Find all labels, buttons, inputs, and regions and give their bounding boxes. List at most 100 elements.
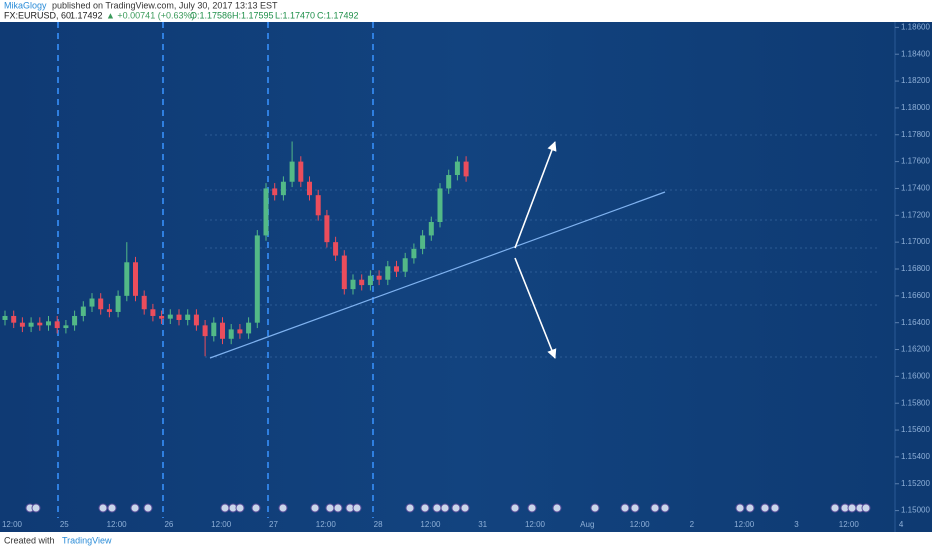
event-icon (325, 503, 335, 513)
ohlc-low: L:1.17470 (275, 10, 315, 20)
y-tick-label: 1.15400 (901, 452, 930, 461)
y-tick-label: 1.18000 (901, 103, 930, 112)
ohlc-open: O:1.17586 (190, 10, 232, 20)
x-tick-label: 12:00 (734, 520, 755, 529)
x-tick-label: 12:00 (107, 520, 128, 529)
y-tick-label: 1.15800 (901, 398, 930, 407)
y-tick-label: 1.16200 (901, 345, 930, 354)
y-tick-label: 1.17800 (901, 130, 930, 139)
event-icon (31, 503, 41, 513)
x-tick-label: 12:00 (420, 520, 441, 529)
footer-brand[interactable]: TradingView (62, 535, 112, 545)
y-tick-label: 1.17400 (901, 184, 930, 193)
event-icon (847, 503, 857, 513)
x-tick-label: 4 (899, 520, 904, 529)
ohlc-close: C:1.17492 (317, 10, 359, 20)
candle-body (437, 188, 443, 223)
candle-body (350, 279, 356, 290)
event-icon (552, 503, 562, 513)
candle-body (385, 266, 391, 280)
event-icon (440, 503, 450, 513)
candle-body (307, 181, 312, 196)
author: MikaGlogy (4, 0, 47, 10)
y-tick-label: 1.18400 (901, 49, 930, 58)
y-tick-label: 1.17200 (901, 210, 930, 219)
y-tick-label: 1.16800 (901, 264, 930, 273)
event-icon (451, 503, 461, 513)
event-icon (630, 503, 640, 513)
y-tick-label: 1.18200 (901, 76, 930, 85)
candle-body (315, 195, 321, 216)
candle-body (376, 275, 382, 280)
trend-line (209, 191, 666, 359)
candle-body (80, 306, 86, 316)
candle-body (19, 322, 25, 327)
candle-body (272, 188, 278, 196)
y-tick-label: 1.16400 (901, 318, 930, 327)
x-tick-label: 3 (794, 520, 799, 529)
y-tick-label: 1.16600 (901, 291, 930, 300)
event-icon (278, 503, 288, 513)
event-icon (590, 503, 600, 513)
candle-body (72, 315, 78, 326)
candle-body (193, 314, 199, 326)
event-icon (352, 503, 362, 513)
x-tick-label: 28 (374, 520, 383, 529)
candle-body (333, 242, 339, 256)
y-tick-label: 1.17600 (901, 157, 930, 166)
event-icon (143, 503, 153, 513)
candle-body (89, 298, 95, 307)
y-tick-label: 1.15600 (901, 425, 930, 434)
event-icon (861, 503, 871, 513)
candle-body (46, 321, 51, 326)
candle-body (37, 322, 43, 326)
symbol: FX:EURUSD, 60 (4, 10, 71, 20)
down-arrow (514, 257, 557, 359)
last-price: 1.17492 (70, 10, 103, 20)
candle-body (115, 295, 121, 312)
candle-body (289, 161, 295, 182)
event-icon (251, 503, 261, 513)
candle-body (176, 314, 182, 320)
candle-body (202, 325, 208, 337)
x-tick-label: 12:00 (316, 520, 337, 529)
y-tick-label: 1.18600 (901, 22, 930, 31)
candle-body (454, 161, 460, 176)
event-icon (432, 503, 442, 513)
event-icon (107, 503, 117, 513)
publish-info: published on TradingView.com, July 30, 2… (52, 0, 278, 10)
change: ▲ +0.00741 (+0.63%) (106, 10, 194, 20)
x-tick-label: 2 (690, 520, 695, 529)
event-icon (620, 503, 630, 513)
event-icon (310, 503, 320, 513)
candle-body (246, 322, 252, 334)
event-icon (130, 503, 140, 513)
candle-body (237, 329, 243, 334)
candle-body (98, 298, 104, 310)
candle-body (446, 175, 452, 189)
y-tick-label: 1.16000 (901, 371, 930, 380)
day-separators (57, 22, 374, 518)
x-tick-label: 25 (60, 520, 69, 529)
candle-body (54, 321, 60, 329)
plot-bg (0, 22, 932, 532)
candle-body (402, 258, 408, 272)
x-tick-label: 12:00 (525, 520, 546, 529)
event-icon (830, 503, 840, 513)
event-icon (650, 503, 660, 513)
candle-body (428, 222, 434, 236)
y-tick-label: 1.17000 (901, 237, 930, 246)
candle-body (141, 295, 147, 310)
candle-body (463, 161, 469, 177)
candle-body (298, 161, 304, 182)
event-icons (25, 503, 871, 513)
candle-body (185, 314, 191, 320)
candle-body (367, 275, 373, 286)
candle-body (211, 322, 217, 337)
x-tick-label: Aug (580, 520, 594, 529)
x-tick-label: 12:00 (839, 520, 860, 529)
candle-body (63, 325, 69, 329)
event-icon (660, 503, 670, 513)
event-icon (510, 503, 520, 513)
